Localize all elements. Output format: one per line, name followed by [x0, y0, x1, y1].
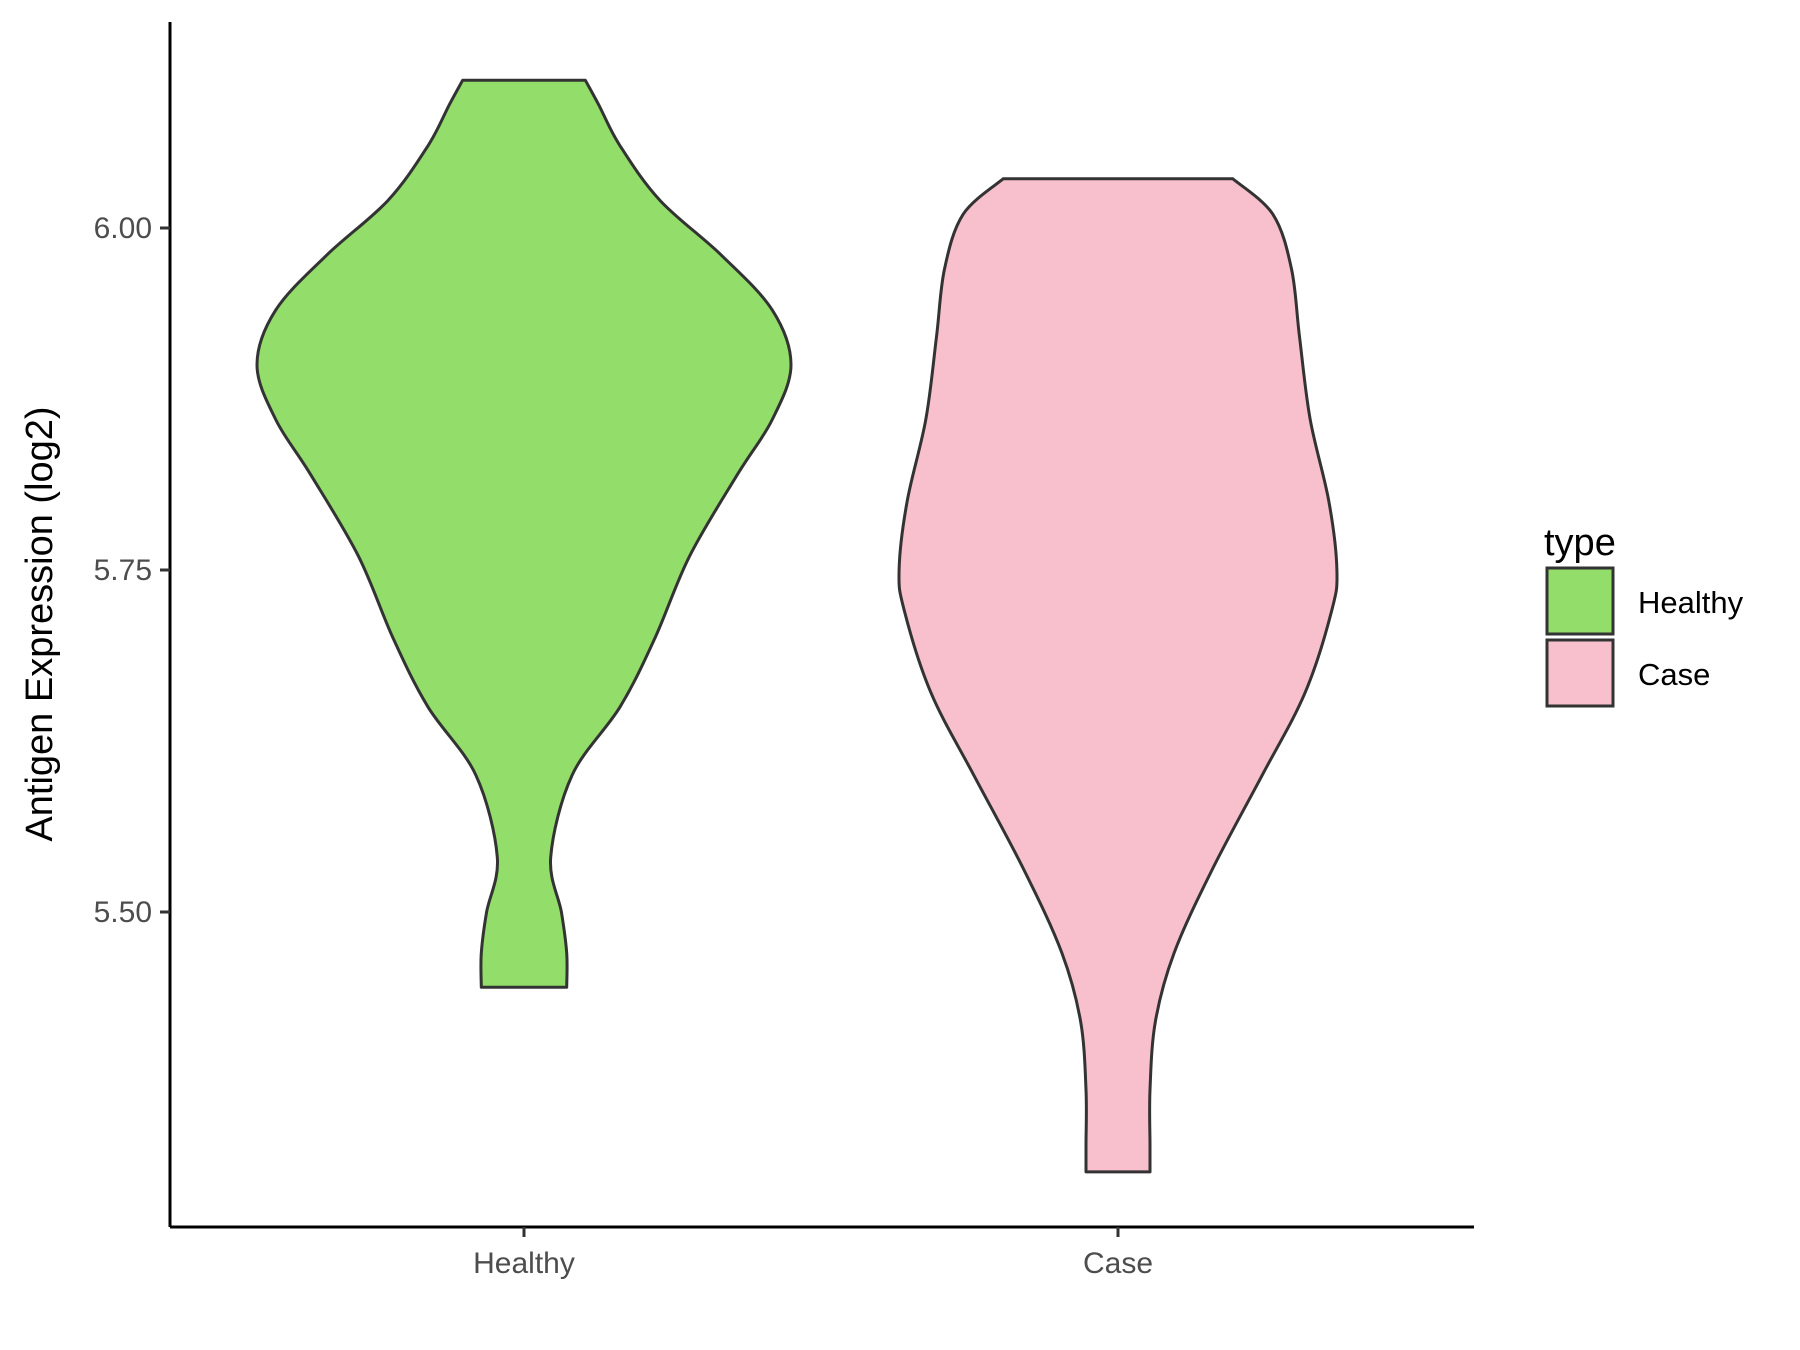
axis-labels: Antigen Expression (log2) — [19, 406, 61, 841]
legend-key-case — [1545, 638, 1615, 708]
y-tick-label: 6.00 — [94, 212, 152, 245]
y-tick-label: 5.75 — [94, 554, 152, 587]
y-axis-title: Antigen Expression (log2) — [19, 406, 61, 841]
violin-case — [897, 177, 1339, 1174]
x-tick-label: Healthy — [473, 1247, 575, 1280]
legend: type Healthy Case — [1544, 522, 1744, 708]
plot-area — [255, 78, 1339, 1174]
axes: 5.50 5.75 6.00 Healthy Case — [94, 22, 1474, 1280]
legend-label-case: Case — [1638, 657, 1710, 692]
legend-title: type — [1544, 522, 1616, 564]
legend-key-healthy — [1545, 566, 1615, 636]
y-tick-label: 5.50 — [94, 896, 152, 929]
legend-label-healthy: Healthy — [1638, 585, 1744, 620]
violin-healthy — [255, 78, 793, 989]
x-tick-label: Case — [1083, 1247, 1153, 1280]
